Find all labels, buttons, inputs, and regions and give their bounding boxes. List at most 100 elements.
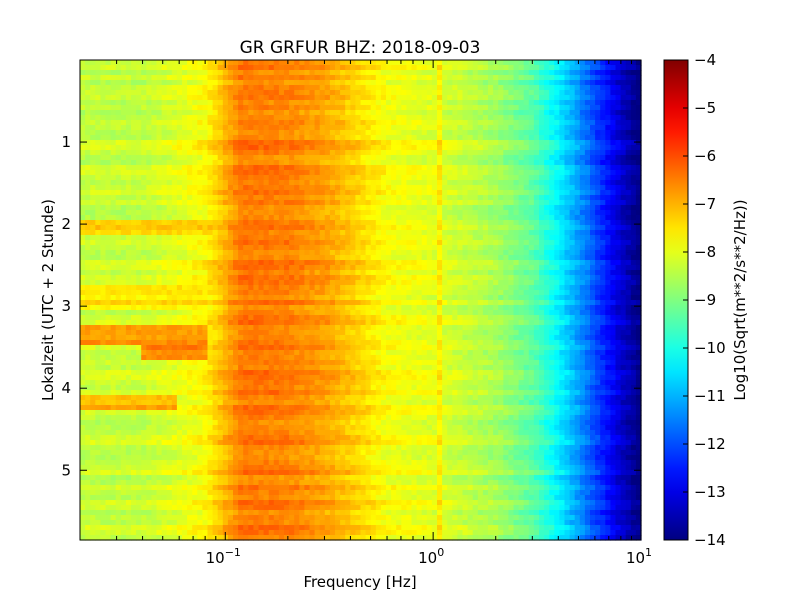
heatmap-cell	[401, 130, 407, 136]
heatmap-cell	[115, 280, 122, 286]
heatmap-cell	[421, 240, 428, 246]
heatmap-cell	[258, 285, 265, 291]
heatmap-cell	[207, 200, 214, 206]
heatmap-cell	[600, 155, 606, 161]
heatmap-cell	[477, 255, 484, 261]
heatmap-cell	[386, 215, 392, 221]
heatmap-cell	[233, 75, 239, 81]
heatmap-cell	[125, 205, 132, 211]
heatmap-cell	[166, 270, 173, 276]
heatmap-cell	[289, 240, 295, 246]
heatmap-cell	[248, 85, 254, 91]
heatmap-cell	[90, 185, 96, 191]
heatmap-cell	[136, 160, 142, 166]
heatmap-cell	[360, 160, 367, 166]
heatmap-cell	[498, 195, 504, 201]
heatmap-cell	[304, 115, 311, 121]
heatmap-cell	[192, 255, 198, 261]
heatmap-cell	[528, 160, 535, 166]
heatmap-cell	[212, 110, 219, 116]
heatmap-cell	[574, 85, 581, 91]
heatmap-cell	[600, 120, 606, 126]
heatmap-cell	[488, 140, 494, 146]
heatmap-cell	[222, 175, 229, 181]
heatmap-cell	[559, 85, 566, 91]
heatmap-cell	[457, 185, 464, 191]
heatmap-cell	[151, 210, 158, 216]
heatmap-cell	[452, 210, 458, 216]
heatmap-cell	[350, 240, 356, 246]
heatmap-cell	[605, 235, 611, 241]
heatmap-cell	[396, 235, 402, 241]
heatmap-cell	[380, 80, 387, 86]
heatmap-cell	[549, 250, 555, 256]
heatmap-cell	[416, 145, 423, 151]
heatmap-cell	[314, 70, 321, 76]
heatmap-cell	[421, 160, 428, 166]
heatmap-cell	[437, 280, 443, 286]
heatmap-cell	[115, 255, 122, 261]
heatmap-cell	[243, 80, 249, 86]
heatmap-cell	[406, 75, 413, 81]
heatmap-cell	[202, 135, 209, 141]
heatmap-cell	[329, 80, 336, 86]
heatmap-cell	[233, 80, 239, 86]
heatmap-cell	[431, 255, 438, 261]
heatmap-cell	[227, 60, 234, 66]
heatmap-cell	[350, 90, 356, 96]
heatmap-cell	[401, 105, 407, 111]
heatmap-cell	[238, 70, 244, 76]
heatmap-cell	[146, 105, 152, 111]
heatmap-cell	[544, 145, 550, 151]
heatmap-cell	[131, 175, 137, 181]
heatmap-cell	[462, 190, 469, 196]
heatmap-cell	[426, 280, 433, 286]
heatmap-cell	[391, 65, 397, 71]
heatmap-cell	[365, 100, 372, 106]
heatmap-cell	[105, 260, 112, 266]
heatmap-cell	[278, 135, 285, 141]
heatmap-cell	[488, 275, 494, 281]
heatmap-cell	[437, 255, 443, 261]
heatmap-cell	[600, 135, 606, 141]
heatmap-cell	[95, 285, 101, 291]
heatmap-cell	[176, 85, 183, 91]
heatmap-cell	[151, 285, 158, 291]
heatmap-cell	[309, 80, 316, 86]
heatmap-cell	[477, 210, 484, 216]
heatmap-cell	[442, 210, 448, 216]
heatmap-cell	[217, 280, 224, 286]
heatmap-cell	[115, 90, 122, 96]
heatmap-cell	[406, 260, 413, 266]
heatmap-cell	[380, 190, 387, 196]
heatmap-cell	[131, 230, 137, 236]
heatmap-cell	[355, 185, 362, 191]
heatmap-cell	[90, 70, 96, 76]
heatmap-cell	[386, 205, 392, 211]
heatmap-cell	[141, 275, 147, 281]
heatmap-cell	[411, 75, 418, 81]
heatmap-cell	[248, 80, 254, 86]
heatmap-cell	[197, 75, 203, 81]
heatmap-cell	[294, 150, 300, 156]
heatmap-cell	[472, 230, 479, 236]
heatmap-cell	[115, 65, 122, 71]
heatmap-cell	[600, 90, 606, 96]
heatmap-cell	[482, 225, 489, 231]
heatmap-cell	[513, 225, 520, 231]
heatmap-cell	[447, 195, 453, 201]
heatmap-cell	[431, 115, 438, 121]
heatmap-cell	[258, 180, 265, 186]
heatmap-cell	[131, 285, 137, 291]
heatmap-cell	[207, 180, 214, 186]
heatmap-cell	[289, 285, 295, 291]
heatmap-cell	[289, 265, 295, 271]
heatmap-cell	[258, 60, 265, 66]
heatmap-cell	[335, 160, 341, 166]
heatmap-cell	[574, 95, 581, 101]
heatmap-cell	[493, 280, 499, 286]
heatmap-cell	[615, 160, 622, 166]
heatmap-cell	[539, 105, 545, 111]
heatmap-cell	[284, 255, 290, 261]
heatmap-cell	[462, 265, 469, 271]
